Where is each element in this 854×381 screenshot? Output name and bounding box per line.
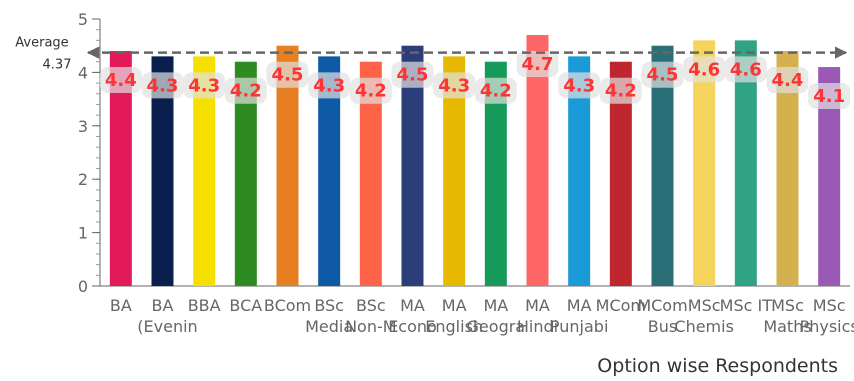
x-tick-label: MA xyxy=(525,296,550,315)
bar xyxy=(609,61,632,286)
bar xyxy=(443,56,466,286)
y-tick-label: 1 xyxy=(78,224,88,243)
data-label-background xyxy=(141,72,184,99)
data-label-background xyxy=(308,72,351,99)
y-tick-label: 2 xyxy=(78,170,88,189)
data-label: 4.3 xyxy=(188,75,220,96)
x-tick-label: BA xyxy=(110,296,132,315)
x-tick-label: Punjabi xyxy=(550,317,609,336)
bar xyxy=(651,45,674,287)
data-label: 4.5 xyxy=(647,65,679,86)
y-tick-label: 3 xyxy=(78,117,88,136)
data-label: 4.5 xyxy=(272,65,304,86)
bar xyxy=(693,40,716,286)
bar xyxy=(234,61,257,286)
data-label-background xyxy=(599,77,642,104)
data-label-background xyxy=(99,67,142,94)
bar xyxy=(568,56,591,286)
x-axis-title: Option wise Respondents xyxy=(597,355,838,377)
data-label: 4.3 xyxy=(313,75,345,96)
x-tick-label: BBA xyxy=(188,296,221,315)
bar xyxy=(359,61,382,286)
x-tick-label: MSc IT xyxy=(720,296,773,315)
x-tick-label: MA xyxy=(400,296,425,315)
data-label-background xyxy=(266,61,309,88)
data-label: 4.7 xyxy=(522,54,554,75)
bar xyxy=(734,40,757,286)
y-tick-label: 5 xyxy=(78,10,88,29)
data-label: 4.3 xyxy=(563,75,595,96)
data-label-background xyxy=(391,61,434,88)
x-tick-label: MSc xyxy=(771,296,804,315)
data-label-background xyxy=(224,77,267,104)
x-tick-label: BSc xyxy=(314,296,344,315)
y-tick-label: 4 xyxy=(78,63,88,82)
data-label-background xyxy=(808,83,851,110)
bar xyxy=(193,56,216,286)
x-tick-label: MA xyxy=(483,296,508,315)
data-label: 4.6 xyxy=(730,59,762,80)
bar xyxy=(401,45,424,287)
data-label-background xyxy=(558,72,601,99)
bar xyxy=(484,61,507,286)
x-tick-label: MCom xyxy=(637,296,687,315)
x-tick-label: MA xyxy=(442,296,467,315)
data-label-background xyxy=(183,72,226,99)
x-tick-label: BA xyxy=(152,296,174,315)
data-label: 4.3 xyxy=(147,75,179,96)
data-label-background xyxy=(641,61,684,88)
x-tick-label: MSc xyxy=(813,296,846,315)
bar xyxy=(526,35,549,286)
x-tick-label: Econo xyxy=(388,317,437,336)
x-tick-label: English xyxy=(425,317,483,336)
data-label: 4.6 xyxy=(688,59,720,80)
x-tick-label: Hindi xyxy=(517,317,558,336)
x-tick-label: (Evenin xyxy=(137,317,197,336)
average-value-label: 4.37 xyxy=(43,58,72,73)
data-label: 4.4 xyxy=(105,70,137,91)
data-label: 4.2 xyxy=(480,81,512,102)
x-tick-label: Non-M xyxy=(345,317,396,336)
x-tick-label: MA xyxy=(567,296,592,315)
bar xyxy=(151,56,174,286)
data-label: 4.2 xyxy=(230,81,262,102)
x-tick-label: Geogra xyxy=(467,317,526,336)
data-label: 4.5 xyxy=(397,65,429,86)
data-label: 4.4 xyxy=(772,70,804,91)
x-tick-label: Physics xyxy=(800,317,854,336)
bar xyxy=(318,56,341,286)
x-tick-label: Chemis xyxy=(674,317,734,336)
x-tick-label: MCom xyxy=(596,296,646,315)
data-label: 4.2 xyxy=(355,81,387,102)
bar xyxy=(776,51,799,286)
data-label: 4.1 xyxy=(813,86,845,107)
bar xyxy=(109,51,132,286)
data-label: 4.2 xyxy=(605,81,637,102)
y-tick-label: 0 xyxy=(78,277,88,296)
x-tick-label: BCom xyxy=(264,296,311,315)
x-tick-label: Media xyxy=(305,317,353,336)
x-tick-label: Maths xyxy=(763,317,811,336)
data-label: 4.3 xyxy=(438,75,470,96)
x-tick-label: BSc xyxy=(356,296,386,315)
data-label-background xyxy=(766,67,809,94)
x-tick-label: BCA xyxy=(229,296,262,315)
bar xyxy=(276,45,299,287)
data-label-background xyxy=(724,56,767,83)
average-label: Average xyxy=(15,36,68,51)
data-label-background xyxy=(683,56,726,83)
data-label-background xyxy=(474,77,517,104)
bar xyxy=(818,67,841,286)
data-label-background xyxy=(433,72,476,99)
x-tick-label: Bus xyxy=(648,317,677,336)
data-label-background xyxy=(349,77,392,104)
x-tick-label: MSc xyxy=(688,296,721,315)
